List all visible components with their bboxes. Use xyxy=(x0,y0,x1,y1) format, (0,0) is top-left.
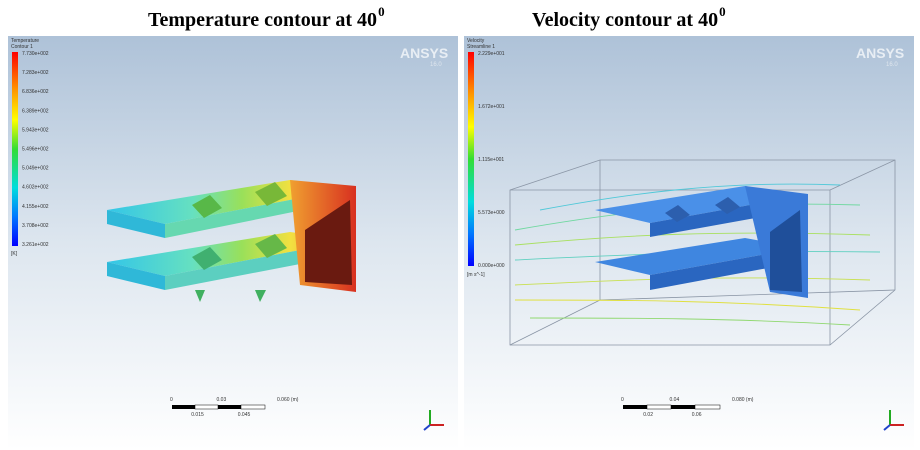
legend-level: 5.573e+000 xyxy=(478,210,505,216)
scale-label: 0.060 (m) xyxy=(277,397,299,403)
temperature-panel: ANSYS 16.0 xyxy=(8,36,458,450)
legend-level: 3.708e+002 xyxy=(22,223,49,229)
scale-label: 0.04 xyxy=(670,397,680,403)
title-superscript: 0 xyxy=(378,4,385,19)
legend-level: 6.836e+002 xyxy=(22,89,49,95)
logo: ANSYS xyxy=(400,45,448,61)
scale-label: 0.03 xyxy=(217,397,227,403)
scale-label: 0.080 (m) xyxy=(732,397,754,403)
scale-bar xyxy=(218,405,241,409)
scale-bar xyxy=(172,405,195,409)
legend-level: 5.049e+002 xyxy=(22,166,49,172)
scale-label: 0 xyxy=(621,397,624,403)
legend-level: 6.389e+002 xyxy=(22,108,49,114)
title-superscript: 0 xyxy=(719,4,726,19)
legend-level: 5.496e+002 xyxy=(22,147,49,153)
color-bar xyxy=(468,52,474,266)
legend-level: 2.229e+001 xyxy=(478,51,505,57)
logo: ANSYS xyxy=(856,45,904,61)
color-bar xyxy=(12,52,18,246)
legend-unit: [m s^-1] xyxy=(467,272,485,278)
scale-bar xyxy=(647,405,671,409)
panel-title: Velocity contour at 40 xyxy=(532,9,718,31)
legend-subtitle: Contour 1 xyxy=(11,44,33,50)
legend-level: 4.602e+002 xyxy=(22,185,49,191)
legend-level: 7.730e+002 xyxy=(22,51,49,57)
legend-level: 1.115e+001 xyxy=(478,157,504,163)
scale-label: 0.06 xyxy=(692,412,702,418)
scale-bar xyxy=(695,405,720,409)
viewport-background xyxy=(464,36,914,450)
legend-subtitle: Streamline 1 xyxy=(467,44,495,50)
legend-level: 0.000e+000 xyxy=(478,263,505,269)
legend-level: 4.155e+002 xyxy=(22,204,49,210)
scale-bar xyxy=(623,405,647,409)
legend-level: 1.672e+001 xyxy=(478,104,505,110)
velocity-panel: ANSYS 16.0 xyxy=(464,36,914,450)
legend-level: 7.283e+002 xyxy=(22,70,49,76)
scale-bar xyxy=(241,405,265,409)
scale-bar xyxy=(195,405,218,409)
version: 16.0 xyxy=(430,62,442,68)
scale-label: 0.015 xyxy=(191,412,204,418)
panel-title: Temperature contour at 40 xyxy=(148,9,377,31)
scale-label: 0.02 xyxy=(643,412,653,418)
legend-unit: [K] xyxy=(11,251,18,257)
legend-level: 3.261e+002 xyxy=(22,242,49,248)
scale-bar xyxy=(671,405,695,409)
scale-label: 0 xyxy=(170,397,173,403)
figure: Temperature contour at 40 0 Velocity con… xyxy=(0,0,920,450)
legend-level: 5.943e+002 xyxy=(22,127,49,133)
scale-label: 0.045 xyxy=(238,412,251,418)
version: 16.0 xyxy=(886,62,898,68)
